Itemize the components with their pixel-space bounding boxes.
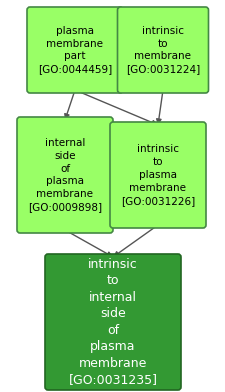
Text: intrinsic
to
plasma
membrane
[GO:0031226]: intrinsic to plasma membrane [GO:0031226…: [120, 144, 194, 205]
Text: internal
side
of
plasma
membrane
[GO:0009898]: internal side of plasma membrane [GO:000…: [28, 138, 102, 212]
FancyBboxPatch shape: [27, 7, 122, 93]
Text: intrinsic
to
internal
side
of
plasma
membrane
[GO:0031235]: intrinsic to internal side of plasma mem…: [68, 258, 157, 386]
FancyBboxPatch shape: [17, 117, 112, 233]
Text: intrinsic
to
membrane
[GO:0031224]: intrinsic to membrane [GO:0031224]: [125, 26, 199, 74]
FancyBboxPatch shape: [110, 122, 205, 228]
Text: plasma
membrane
part
[GO:0044459]: plasma membrane part [GO:0044459]: [38, 26, 112, 74]
FancyBboxPatch shape: [117, 7, 208, 93]
FancyBboxPatch shape: [45, 254, 180, 390]
